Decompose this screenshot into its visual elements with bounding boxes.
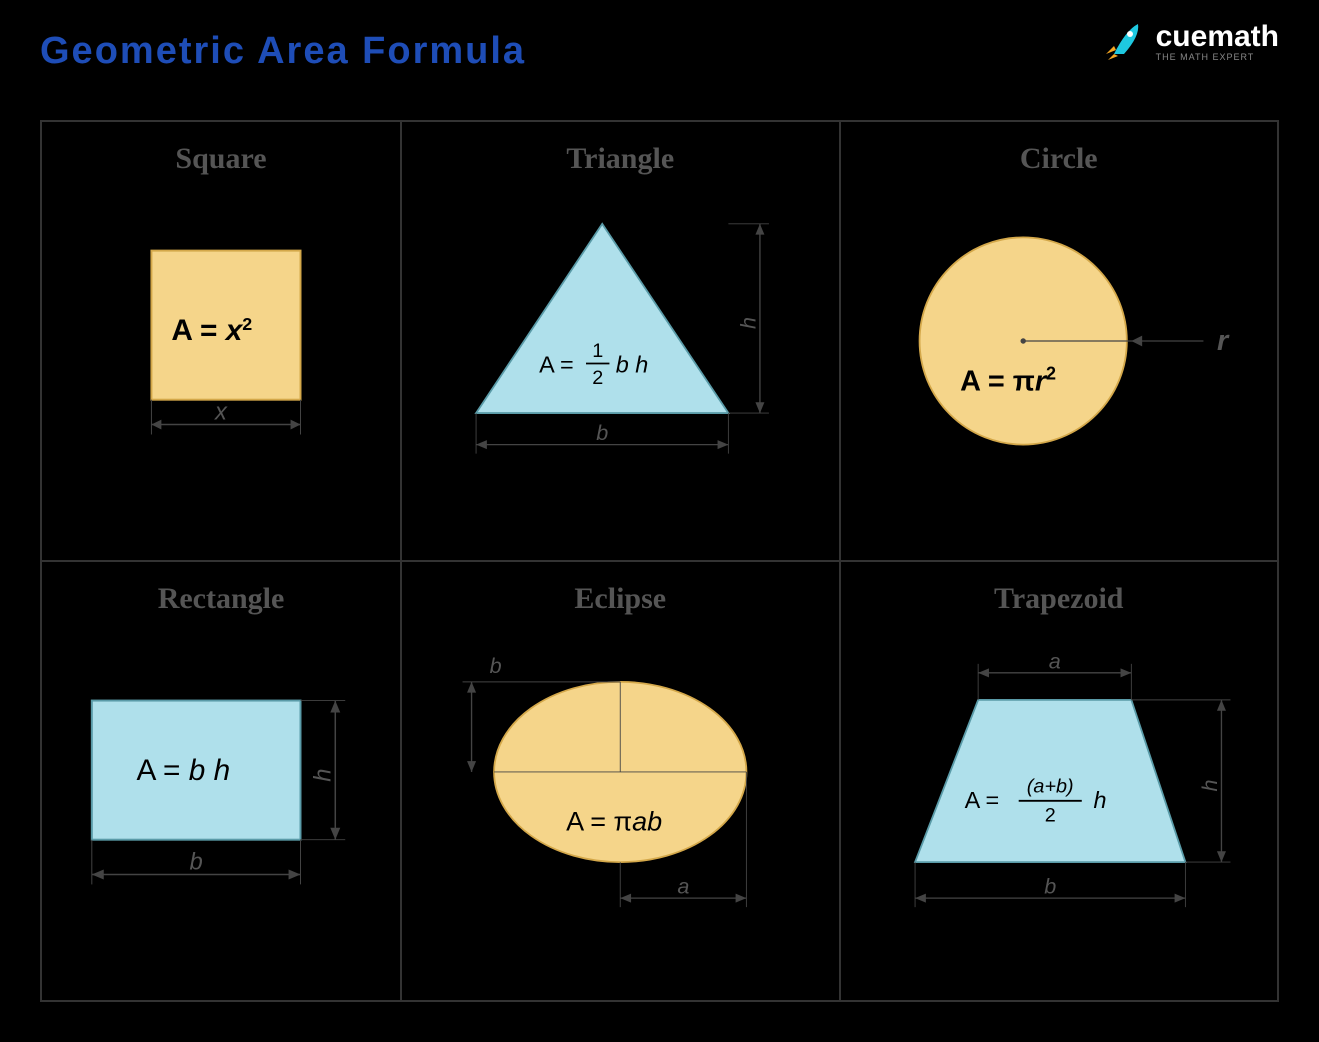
svg-text:1: 1 bbox=[592, 340, 603, 362]
ellipse-diagram: b a A = πab bbox=[422, 616, 819, 964]
cell-circle: Circle r A = πr2 bbox=[840, 121, 1279, 561]
cell-trapezoid: Trapezoid a b bbox=[840, 561, 1279, 1001]
svg-text:b: b bbox=[490, 653, 502, 678]
svg-text:h: h bbox=[1196, 779, 1221, 791]
svg-text:a: a bbox=[677, 874, 689, 899]
brand-logo: cuemath THE MATH EXPERT bbox=[1104, 20, 1279, 64]
ellipse-label: Eclipse bbox=[422, 582, 819, 616]
rectangle-diagram: A = b h b h bbox=[62, 616, 380, 964]
logo-brand-text: cuemath bbox=[1156, 22, 1279, 52]
svg-text:A =: A = bbox=[539, 352, 574, 378]
square-label: Square bbox=[62, 142, 380, 176]
svg-text:(a+b): (a+b) bbox=[1026, 776, 1073, 798]
svg-text:A = πab: A = πab bbox=[566, 807, 662, 837]
logo-tagline: THE MATH EXPERT bbox=[1156, 52, 1279, 62]
svg-text:r: r bbox=[1216, 325, 1229, 357]
svg-text:A = b h: A = b h bbox=[137, 754, 231, 787]
rectangle-label: Rectangle bbox=[62, 582, 380, 616]
circle-diagram: r A = πr2 bbox=[861, 176, 1258, 524]
svg-text:h: h bbox=[735, 317, 760, 329]
rocket-icon bbox=[1104, 20, 1148, 64]
cell-ellipse: Eclipse b a A = πab bbox=[401, 561, 840, 1001]
cell-rectangle: Rectangle A = b h b h bbox=[41, 561, 401, 1001]
cell-triangle: Triangle A = 1 2 b h b bbox=[401, 121, 840, 561]
trapezoid-diagram: a b h A = (a+b) 2 h bbox=[861, 616, 1258, 964]
svg-text:b: b bbox=[1044, 874, 1056, 899]
circle-label: Circle bbox=[861, 142, 1258, 176]
page-title: Geometric Area Formula bbox=[40, 30, 526, 73]
svg-text:A = πr2: A = πr2 bbox=[960, 364, 1056, 398]
svg-text:h: h bbox=[1093, 787, 1106, 813]
svg-text:b h: b h bbox=[616, 352, 649, 378]
triangle-label: Triangle bbox=[422, 142, 819, 176]
square-diagram: A = x2 x bbox=[62, 176, 380, 524]
svg-text:h: h bbox=[309, 768, 336, 781]
svg-text:b: b bbox=[190, 849, 203, 876]
svg-text:A = x2: A = x2 bbox=[171, 314, 252, 347]
svg-text:2: 2 bbox=[1044, 805, 1055, 827]
trapezoid-label: Trapezoid bbox=[861, 582, 1258, 616]
svg-text:b: b bbox=[596, 420, 608, 445]
formula-grid: Square A = x2 x Triangle A = bbox=[40, 120, 1279, 1002]
triangle-diagram: A = 1 2 b h b h bbox=[422, 176, 819, 524]
svg-text:2: 2 bbox=[592, 367, 603, 389]
cell-square: Square A = x2 x bbox=[41, 121, 401, 561]
svg-text:x: x bbox=[214, 399, 228, 426]
svg-text:a: a bbox=[1048, 648, 1060, 673]
svg-text:A =: A = bbox=[964, 787, 999, 813]
